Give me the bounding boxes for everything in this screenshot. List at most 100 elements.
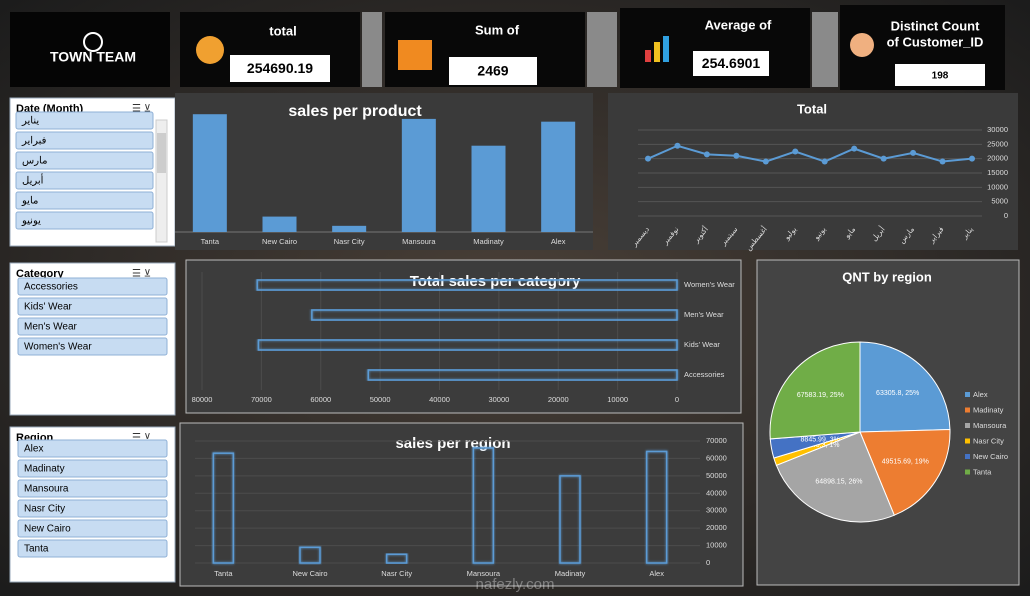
legend-label: Tanta [973, 467, 992, 476]
slicer-item-label[interactable]: Men's Wear [24, 322, 78, 333]
legend-swatch [965, 469, 970, 475]
legend-label: New Cairo [973, 452, 1008, 461]
x-tick-label: Tanta [201, 237, 220, 246]
y-tick-label: Women's Wear [684, 280, 735, 289]
data-label: 67583.19, 25% [797, 392, 844, 399]
marker [851, 145, 858, 152]
y-tick-label: Men's Wear [684, 310, 724, 319]
y-tick-label: 5000 [991, 197, 1008, 206]
slicer-item-label[interactable]: Alex [24, 444, 43, 455]
y-tick-label: 15000 [987, 168, 1008, 177]
pie-slice [859, 341, 951, 433]
y-tick-label: 60000 [706, 453, 727, 462]
chart-panel [179, 422, 744, 587]
slicer-item[interactable] [17, 317, 168, 336]
slicer-item-label[interactable]: Madinaty [24, 464, 65, 475]
x-tick-label: 70000 [251, 395, 272, 404]
y-tick-label: Accessories [684, 370, 725, 379]
charts: sales per product Tanta New Cairo Nasr City… [175, 93, 1020, 587]
kpi-label: of Customer_ID [887, 34, 984, 49]
x-tick-label: 20000 [548, 395, 569, 404]
legend-label: Mansoura [973, 421, 1007, 430]
data-label: 8845.99, 3% [801, 436, 840, 443]
y-tick-label: 10000 [706, 541, 727, 550]
kpi-value-box [230, 55, 330, 82]
slicer-item-label[interactable]: Nasr City [24, 504, 65, 515]
x-tick-label: Alex [649, 569, 664, 578]
bar [401, 118, 436, 232]
y-tick-label: 0 [706, 558, 710, 567]
chart-title: Total sales per category [410, 273, 581, 290]
marker [910, 149, 917, 156]
slicer-item[interactable] [17, 459, 168, 478]
bar [262, 216, 297, 232]
y-tick-label: 20000 [987, 154, 1008, 163]
bar [472, 447, 495, 564]
slicer-item[interactable] [17, 539, 168, 558]
slicer-item[interactable] [17, 277, 168, 296]
slicer-item[interactable] [15, 111, 154, 130]
scrollbar-thumb[interactable] [157, 133, 166, 173]
x-tick-label: Mansoura [467, 569, 501, 578]
x-tick-label: Madinaty [555, 569, 586, 578]
slicer-item-label[interactable]: يناير [21, 116, 39, 127]
slicer-item-label[interactable]: يونيو [21, 216, 41, 227]
slicer-item[interactable] [17, 479, 168, 498]
y-tick-label: 20000 [706, 523, 727, 532]
slicer-item-label[interactable]: مايو [21, 196, 38, 207]
kpis: total 254690.19 Sum of 2469 Average of 254.69… [230, 17, 985, 86]
slicer-item[interactable] [17, 337, 168, 356]
slicer-item[interactable] [15, 211, 154, 230]
slicer-item-label[interactable]: Accessories [24, 282, 78, 293]
y-tick-label: 30000 [706, 506, 727, 515]
pie-slice [859, 429, 951, 516]
bar [559, 475, 581, 564]
legend-label: Alex [973, 390, 988, 399]
slicer-item-label[interactable]: Mansoura [24, 484, 69, 495]
slicer-item[interactable] [15, 151, 154, 170]
legend-swatch [965, 454, 970, 459]
kpi-icon [654, 42, 660, 62]
slicer-item[interactable] [15, 191, 154, 210]
marker [703, 151, 710, 158]
slicer-item[interactable] [17, 499, 168, 518]
x-tick-label: 30000 [488, 395, 509, 404]
bar [385, 553, 408, 564]
kpi-value: 2469 [477, 63, 508, 79]
kpi-value: 254690.19 [247, 60, 313, 76]
kpi-icon [663, 36, 669, 62]
slicer-item-label[interactable]: Women's Wear [24, 342, 92, 353]
bar [256, 279, 678, 291]
slicer-item[interactable] [17, 297, 168, 316]
x-tick-label: New Cairo [262, 237, 297, 246]
slicer-item-label[interactable]: Kids' Wear [24, 302, 73, 313]
slicer-item[interactable] [15, 171, 154, 190]
slicer-item-label[interactable]: أبريل [22, 174, 44, 187]
bar [471, 145, 506, 232]
kpi-value-box [449, 57, 537, 85]
slicer-title: Category [16, 268, 65, 280]
legend-label: Madinaty [973, 405, 1004, 414]
slicer-item-label[interactable]: فبراير [21, 136, 47, 147]
kpi-icon [196, 36, 224, 64]
kpi-label: total [269, 23, 296, 38]
slicer-item-label[interactable]: Tanta [24, 544, 49, 555]
slicer-item[interactable] [15, 131, 154, 150]
bar [311, 309, 678, 321]
slicers: Date (Month) ☰ ⊻ينايرفبرايرمارسأبريلمايوي… [9, 97, 176, 583]
chart-title: QNT by region [842, 269, 932, 284]
slicer-item[interactable] [17, 439, 168, 458]
slicer-item[interactable] [17, 519, 168, 538]
y-tick-label: 70000 [706, 436, 727, 445]
line [647, 144, 973, 163]
slicer-item-label[interactable]: New Cairo [24, 524, 71, 535]
spacer [587, 12, 617, 87]
pie-slice [775, 431, 895, 523]
y-tick-label: 0 [1004, 211, 1008, 220]
marker [969, 155, 975, 162]
slicer-item-label[interactable]: مارس [22, 156, 47, 167]
scrollbar[interactable] [155, 119, 168, 243]
chart-title: sales per product [288, 103, 422, 120]
